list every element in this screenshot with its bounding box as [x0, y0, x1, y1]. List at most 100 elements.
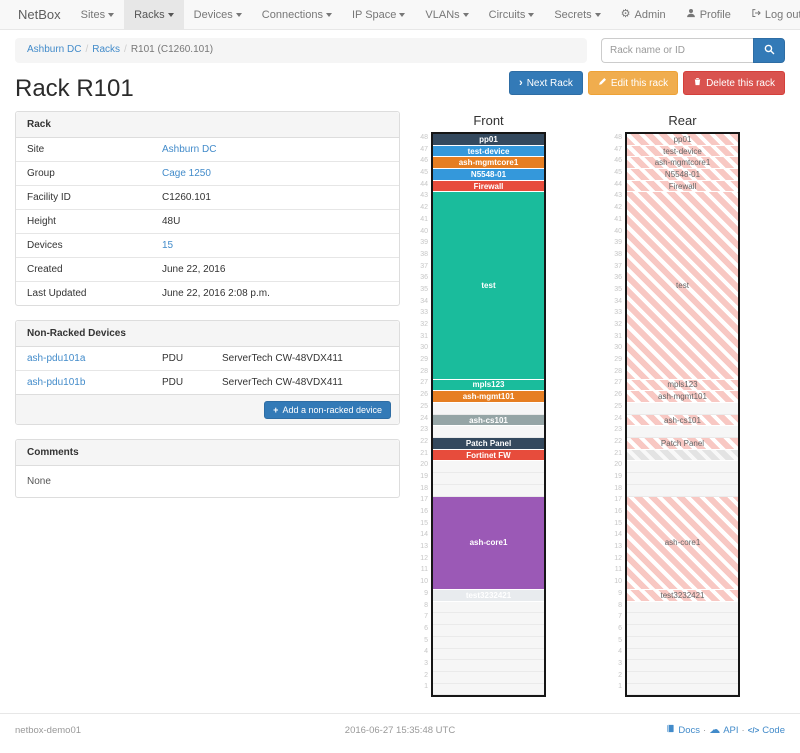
nav-item-vlans[interactable]: VLANs — [415, 0, 478, 29]
rack-unit-firewall[interactable]: Firewall — [433, 180, 544, 193]
nonracked-panel-header: Non-Racked Devices — [16, 321, 399, 347]
nav-item-circuits[interactable]: Circuits — [479, 0, 545, 29]
app-brand[interactable]: NetBox — [18, 7, 61, 22]
unit-number: 27 — [614, 379, 622, 387]
rack-unit-ash-cs101[interactable]: ash-cs101 — [627, 414, 738, 427]
rack-unit-ash-mgmt101[interactable]: ash-mgmt101 — [627, 391, 738, 403]
field-value-link[interactable]: Cage 1250 — [162, 168, 211, 179]
rack-unit-test[interactable]: test — [433, 192, 544, 380]
unit-number: 16 — [614, 508, 622, 515]
nav-item-connections[interactable]: Connections — [252, 0, 342, 29]
field-value: June 22, 2016 — [151, 257, 399, 282]
front-elevation: Front 48 47 46 45 44 43 42 41 40 39 38 37 36 35 34 33 32 3… — [416, 113, 546, 698]
rack-unit-ash-core1[interactable]: ash-core1 — [433, 496, 544, 591]
rack-unit-test-device[interactable]: test-device — [627, 145, 738, 158]
rack-unit-ash-mgmt101[interactable]: ash-mgmt101 — [433, 391, 544, 403]
rack-unit-test[interactable]: test — [627, 192, 738, 380]
unit-number: 22 — [614, 437, 622, 445]
rack-unit-patch-panel[interactable]: Patch Panel — [627, 438, 738, 450]
unit-number: 48 — [420, 134, 428, 141]
nav-item-log-out[interactable]: Log out — [741, 0, 800, 29]
next-rack-button[interactable]: › Next Rack — [509, 71, 583, 95]
rack-unit-mpls123[interactable]: mpls123 — [627, 379, 738, 392]
gear-icon: ⚙ — [620, 8, 631, 20]
nav-item-sites[interactable]: Sites — [71, 0, 124, 29]
unit-number: 38 — [614, 250, 622, 258]
unit-number: 13 — [614, 543, 622, 551]
unit-number: 4 — [424, 648, 428, 656]
rack-unit-empty — [433, 613, 544, 626]
unit-number: 44 — [614, 180, 622, 188]
rack-unit-ash-mgmtcore1[interactable]: ash-mgmtcore1 — [433, 157, 544, 170]
rack-unit-test3232421[interactable]: test3232421 — [433, 590, 544, 602]
unit-number: 23 — [420, 426, 428, 434]
rack-unit-empty — [627, 403, 738, 415]
device-name-cell: ash-pdu101b — [16, 370, 151, 394]
unit-number: 12 — [420, 554, 428, 562]
rack-unit-test-device[interactable]: test-device — [433, 145, 544, 158]
rack-unit-n5548-01[interactable]: N5548-01 — [627, 169, 738, 181]
rack-unit-mpls123[interactable]: mpls123 — [433, 379, 544, 392]
nav-item-ip-space[interactable]: IP Space — [342, 0, 415, 29]
unit-number: 44 — [420, 180, 428, 188]
nav-item-profile[interactable]: Profile — [676, 0, 741, 29]
delete-rack-button[interactable]: Delete this rack — [683, 71, 785, 95]
unit-number: 41 — [420, 215, 428, 223]
footer-link-api[interactable]: ☁ API — [709, 723, 739, 736]
field-value: C1260.101 — [151, 185, 399, 210]
unit-number: 35 — [420, 285, 428, 293]
rack-unit-n5548-01[interactable]: N5548-01 — [433, 169, 544, 181]
field-label: Created — [16, 257, 151, 282]
rack-unit-pp01[interactable]: pp01 — [627, 134, 738, 146]
unit-number: 17 — [614, 496, 622, 504]
nav-item-racks[interactable]: Racks — [124, 0, 184, 29]
unit-number: 16 — [420, 508, 428, 515]
rack-elevations: Front 48 47 46 45 44 43 42 41 40 39 38 37 36 35 34 33 32 3… — [416, 113, 740, 698]
unit-number: 36 — [420, 274, 428, 282]
unit-number: 8 — [618, 601, 622, 609]
rack-unit-ash-mgmtcore1[interactable]: ash-mgmtcore1 — [627, 157, 738, 170]
chevron-down-icon — [235, 13, 242, 18]
rack-unit-firewall[interactable]: Firewall — [627, 180, 738, 193]
rack-unit-empty — [433, 683, 544, 696]
rack-actions: › Next Rack Edit this rack Delete this rack — [509, 71, 785, 95]
device-role-cell: PDU — [162, 353, 184, 364]
rack-unit-empty — [433, 484, 544, 497]
device-model-cell: ServerTech CW-48VDX411 — [222, 353, 343, 364]
device-model-cell: ServerTech CW-48VDX411 — [211, 370, 399, 394]
unit-number: 13 — [420, 543, 428, 551]
search-input[interactable] — [601, 38, 753, 63]
chevron-down-icon — [528, 13, 535, 18]
unit-number: 46 — [420, 157, 428, 165]
unit-number: 37 — [420, 262, 428, 270]
search-button[interactable] — [753, 38, 785, 63]
rack-unit-fortinet-fw[interactable]: Fortinet FW — [433, 449, 544, 462]
breadcrumb-item[interactable]: Racks — [92, 44, 121, 55]
unit-number: 3 — [424, 659, 428, 667]
rack-unit-ash-core1[interactable]: ash-core1 — [627, 496, 738, 591]
footer-link-docs[interactable]: Docs — [666, 724, 700, 736]
device-name-link[interactable]: ash-pdu101a — [27, 353, 86, 364]
rack-unit-ash-cs101[interactable]: ash-cs101 — [433, 414, 544, 427]
field-value-link[interactable]: 15 — [162, 240, 174, 251]
navbar: NetBox Sites Racks Devices Connections IP Sp… — [0, 0, 800, 30]
nonracked-devices-panel: Non-Racked Devices ash-pdu101a PDU ServerT… — [15, 320, 400, 425]
device-name-link[interactable]: ash-pdu101b — [27, 377, 86, 388]
nav-item-secrets[interactable]: Secrets — [544, 0, 610, 29]
unit-number: 31 — [614, 332, 622, 340]
edit-rack-button[interactable]: Edit this rack — [587, 71, 679, 95]
field-value-link[interactable]: Ashburn DC — [162, 144, 217, 155]
add-nonracked-device-button[interactable]: + Add a non-racked device — [264, 401, 391, 419]
unit-number: 32 — [420, 321, 428, 328]
unit-number: 25 — [614, 402, 622, 410]
rack-unit-empty — [433, 660, 544, 672]
unit-number: 10 — [420, 578, 428, 586]
nav-item-devices[interactable]: Devices — [184, 0, 252, 29]
rack-unit-patch-panel[interactable]: Patch Panel — [433, 438, 544, 450]
rack-unit-pp01[interactable]: pp01 — [433, 134, 544, 146]
nav-item-admin[interactable]: ⚙ Admin — [620, 8, 666, 21]
footer-link-code[interactable]: </> Code — [747, 724, 785, 736]
breadcrumb-item[interactable]: Ashburn DC — [27, 44, 82, 55]
breadcrumb-separator: / — [85, 44, 89, 55]
rack-unit-test3232421[interactable]: test3232421 — [627, 590, 738, 602]
